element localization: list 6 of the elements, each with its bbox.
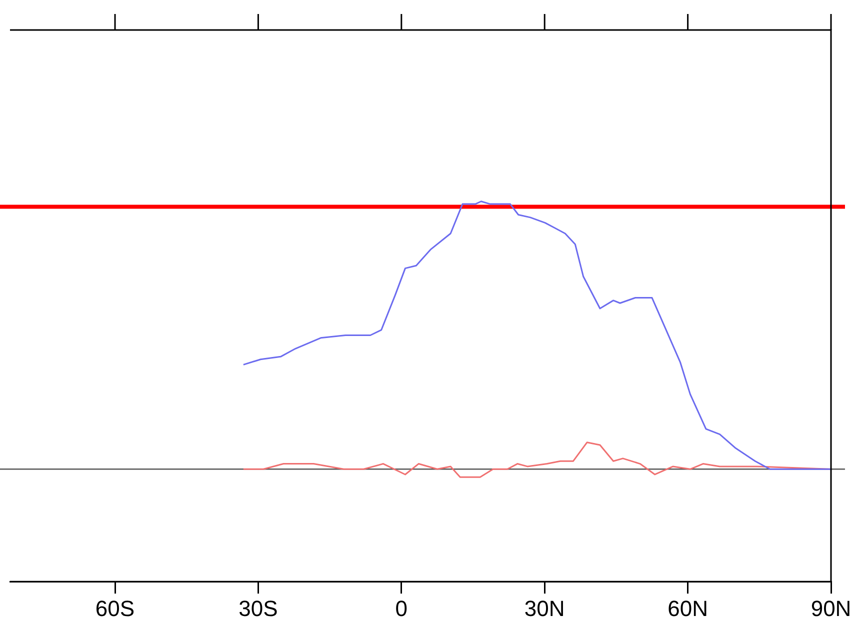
x-tick-label: 60N <box>668 596 708 621</box>
x-tick-label: 60S <box>95 596 135 621</box>
x-tick-label: 0 <box>395 596 408 621</box>
x-tick-label: 30N <box>524 596 565 621</box>
x-tick-label: 90N <box>810 596 852 621</box>
x-tick-label: 30S <box>238 596 278 621</box>
